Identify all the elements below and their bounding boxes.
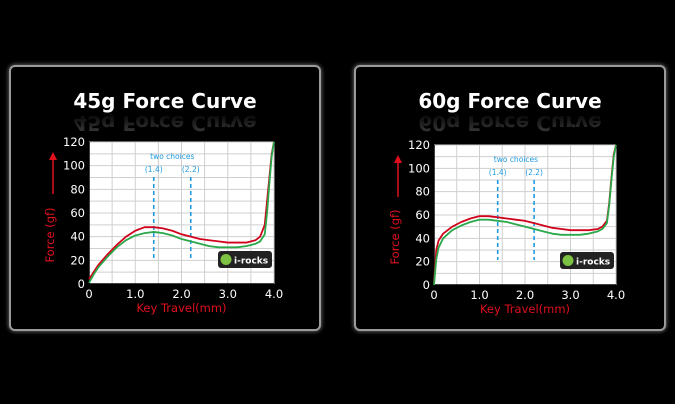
x-tick-label: 1.0 bbox=[470, 288, 488, 302]
x-tick-label: 2.0 bbox=[516, 288, 534, 302]
y-tick-label: 60 bbox=[415, 208, 430, 222]
chart-title-reflection: 45g Force Curve bbox=[73, 111, 256, 135]
y-tick-label: 20 bbox=[70, 253, 85, 267]
x-tick-label: 3.0 bbox=[561, 288, 579, 302]
y-tick-label: 100 bbox=[63, 159, 85, 173]
y-tick-label: 0 bbox=[423, 278, 430, 292]
annotation-choice: (1.4) bbox=[489, 168, 507, 177]
series-line-red bbox=[433, 144, 617, 283]
x-tick-label: 4.0 bbox=[607, 288, 625, 302]
logo-icon bbox=[562, 255, 574, 266]
series-line-red bbox=[88, 141, 275, 280]
logo-text: i-rocks bbox=[234, 257, 268, 267]
y-axis-arrow-head bbox=[394, 155, 402, 163]
y-axis-label: Force (gf) bbox=[388, 209, 402, 264]
y-tick-label: 100 bbox=[408, 161, 430, 175]
x-tick-label: 0 bbox=[430, 288, 437, 302]
chart-title-reflection: 60g Force Curve bbox=[418, 111, 601, 135]
annotation-choice: (2.2) bbox=[182, 165, 200, 174]
y-axis-arrow-head bbox=[49, 152, 57, 160]
x-tick-label: 3.0 bbox=[219, 287, 237, 301]
logo-badge bbox=[218, 251, 272, 268]
series-line-green bbox=[88, 141, 275, 284]
y-tick-label: 40 bbox=[70, 230, 85, 244]
x-tick-label: 0 bbox=[85, 287, 92, 301]
x-axis-label: Key Travel(mm) bbox=[480, 302, 570, 316]
x-axis-label: Key Travel(mm) bbox=[136, 301, 226, 315]
y-tick-label: 120 bbox=[63, 135, 85, 149]
x-tick-label: 2.0 bbox=[172, 287, 190, 301]
y-tick-label: 20 bbox=[415, 255, 430, 269]
annotation-title: two choices bbox=[494, 155, 538, 164]
annotation-title: two choices bbox=[150, 152, 194, 161]
logo-badge bbox=[560, 252, 614, 269]
y-tick-label: 0 bbox=[78, 277, 85, 291]
series-line-green bbox=[433, 144, 617, 286]
y-tick-label: 80 bbox=[415, 185, 430, 199]
chart-title: 60g Force Curve bbox=[418, 89, 601, 113]
y-tick-label: 80 bbox=[70, 182, 85, 196]
annotation-choice: (1.4) bbox=[145, 165, 163, 174]
logo-icon bbox=[220, 254, 232, 265]
y-tick-label: 120 bbox=[408, 138, 430, 152]
x-tick-label: 1.0 bbox=[126, 287, 144, 301]
annotation-choice: (2.2) bbox=[525, 168, 543, 177]
logo-text: i-rocks bbox=[576, 258, 610, 268]
x-tick-label: 4.0 bbox=[265, 287, 283, 301]
y-axis-label: Force (gf) bbox=[43, 207, 57, 262]
y-tick-label: 40 bbox=[415, 231, 430, 245]
y-tick-label: 60 bbox=[70, 206, 85, 220]
chart-title: 45g Force Curve bbox=[73, 89, 256, 113]
